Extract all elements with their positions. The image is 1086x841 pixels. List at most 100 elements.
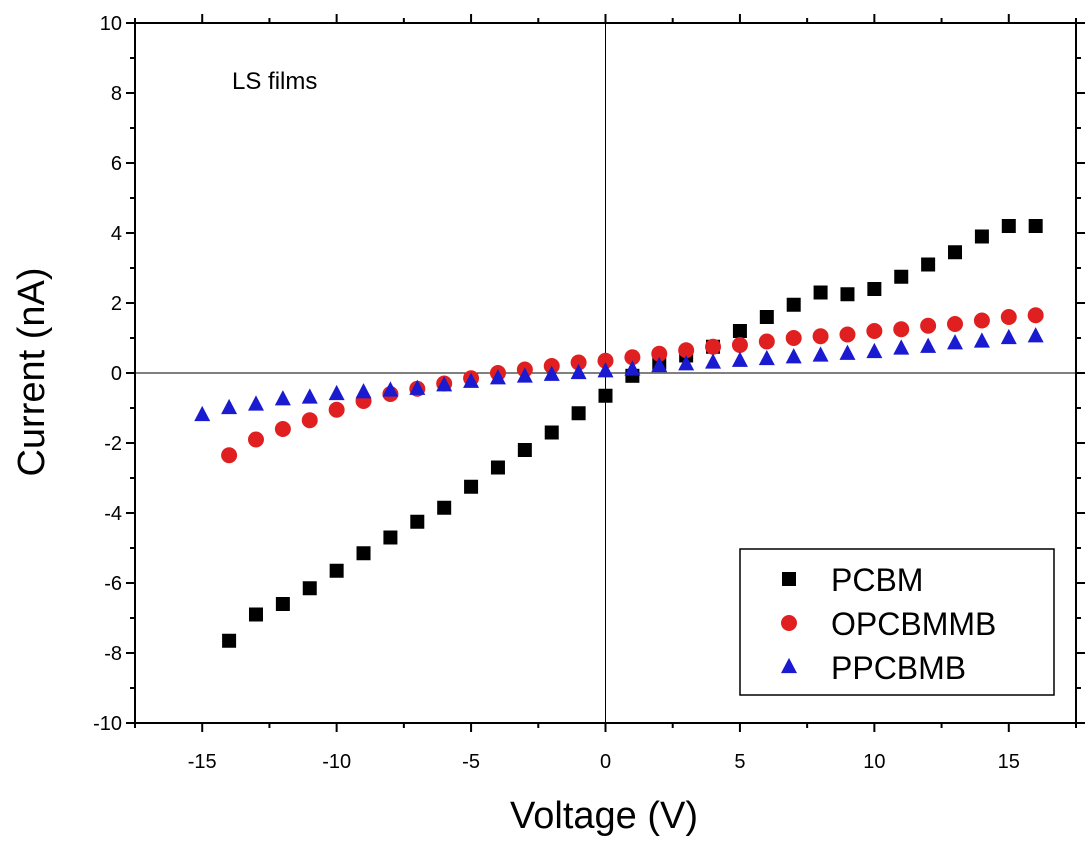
point-ppcbmb [624,360,641,376]
point-opcbmmb [758,333,775,350]
x-tick-label: -5 [462,751,480,773]
legend: PCBM OPCBMMB PPCBMB [739,548,1055,696]
point-ppcbmb [221,398,238,415]
x-tick-label: 5 [734,751,745,773]
y-tick-label: 6 [111,153,122,175]
point-ppcbmb [731,351,748,367]
point-opcbmmb [328,401,345,418]
x-tick-label: 0 [600,751,611,773]
point-opcbmmb [973,312,990,329]
y-tick-label: 4 [111,223,122,245]
x-tick-label: 15 [998,751,1020,773]
point-ppcbmb [247,395,264,411]
y-tick-label: 10 [100,13,122,35]
point-pcbm [437,500,452,515]
point-pcbm [894,269,909,284]
point-ppcbmb [328,384,345,401]
chart-annotation: LS films [232,68,317,95]
point-pcbm [1028,219,1043,233]
point-ppcbmb [651,356,668,373]
point-ppcbmb [597,362,614,378]
y-tick-label: -8 [104,643,122,665]
point-ppcbmb [973,332,990,348]
point-ppcbmb [489,369,506,385]
y-tick-label: -4 [104,503,122,525]
y-tick-label: 0 [111,363,122,385]
point-pcbm [921,257,936,272]
point-opcbmmb [785,330,802,346]
point-ppcbmb [758,349,775,366]
point-ppcbmb [812,346,829,362]
point-ppcbmb [1000,328,1017,345]
x-tick-label: 10 [863,751,885,773]
point-opcbmmb [920,317,937,334]
legend-label-opcbmmb: OPCBMMB [831,606,996,642]
point-pcbm [383,530,398,545]
point-ppcbmb [893,339,910,355]
point-ppcbmb [516,367,533,383]
point-pcbm [786,297,801,312]
point-opcbmmb [731,337,748,353]
point-ppcbmb [194,405,211,422]
legend-marker-ppcbmb [781,657,797,674]
point-ppcbmb [570,363,587,380]
y-tick-label: -2 [104,433,122,455]
legend-label-ppcbmb: PPCBMB [831,650,966,686]
point-pcbm [248,607,263,622]
point-ppcbmb [785,348,802,364]
point-ppcbmb [409,379,426,395]
x-axis-title: Voltage (V) [510,795,698,837]
point-opcbmmb [221,447,238,464]
x-tick-label: -15 [188,751,217,773]
x-tick-label: -10 [322,751,351,773]
point-opcbmmb [812,328,829,345]
point-opcbmmb [570,354,587,371]
point-pcbm [813,285,828,300]
point-pcbm [1001,219,1016,233]
point-pcbm [544,425,559,440]
point-opcbmmb [624,349,641,366]
point-ppcbmb [678,355,695,371]
point-pcbm [302,581,317,596]
point-ppcbmb [355,383,372,399]
point-pcbm [867,282,882,296]
point-opcbmmb [1000,309,1017,325]
point-pcbm [974,229,989,244]
data-points [194,219,1044,648]
point-ppcbmb [839,344,856,360]
point-pcbm [732,324,747,338]
y-tick-label: -10 [93,713,122,735]
point-pcbm [356,546,371,561]
point-pcbm [275,597,290,611]
point-opcbmmb [247,431,264,448]
point-ppcbmb [301,388,318,404]
point-pcbm [840,287,855,302]
y-tick-label: 8 [111,83,122,105]
point-pcbm [464,479,479,494]
point-ppcbmb [920,337,937,353]
legend-marker-opcbmmb [781,615,797,631]
point-ppcbmb [382,381,399,397]
point-ppcbmb [463,372,480,388]
point-opcbmmb [947,316,964,332]
point-opcbmmb [651,345,668,362]
y-axis-title: Current (nA) [11,267,53,476]
point-opcbmmb [597,352,614,369]
point-ppcbmb [866,342,883,359]
point-opcbmmb [274,421,291,437]
point-ppcbmb [1027,327,1044,343]
point-ppcbmb [274,390,291,406]
point-opcbmmb [893,321,910,338]
y-tick-label: 2 [111,293,122,315]
point-pcbm [329,563,344,578]
y-tick-label: -6 [104,573,122,595]
point-pcbm [598,388,613,403]
point-ppcbmb [543,365,560,381]
point-opcbmmb [705,338,722,355]
point-pcbm [571,406,586,421]
point-pcbm [517,443,532,457]
point-pcbm [222,633,237,648]
legend-label-pcbm: PCBM [831,562,923,598]
legend-marker-pcbm [782,572,796,586]
